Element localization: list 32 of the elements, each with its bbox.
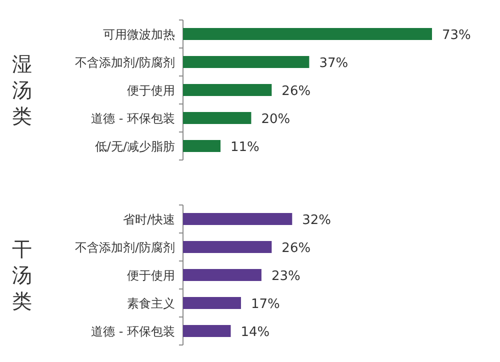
- y-tick-label: 不含添加剂/防腐剂: [74, 56, 175, 70]
- y-tick-label: 便于使用: [127, 268, 175, 282]
- data-label: 14%: [240, 325, 270, 340]
- y-tick-label: 道德 - 环保包装: [91, 112, 175, 126]
- bar: [183, 84, 272, 96]
- y-axis-title: 干汤类: [12, 237, 32, 313]
- bar: [183, 140, 221, 152]
- data-label: 20%: [261, 112, 290, 127]
- data-label: 17%: [250, 297, 280, 312]
- bar: [183, 213, 292, 225]
- bar: [183, 56, 310, 68]
- y-tick-label: 可用微波加热: [103, 28, 175, 42]
- bar: [183, 28, 432, 40]
- data-label: 37%: [319, 56, 348, 71]
- bar: [183, 112, 252, 124]
- bar: [183, 241, 272, 253]
- data-label: 32%: [302, 213, 332, 228]
- bar: [183, 297, 241, 309]
- y-tick-label: 低/无/减少脂肪: [94, 140, 175, 154]
- y-tick-label: 道德 - 环保包装: [91, 324, 175, 338]
- y-axis-title: 湿汤类: [12, 52, 32, 128]
- data-label: 11%: [230, 140, 260, 155]
- y-tick-label: 便于使用: [127, 84, 175, 98]
- y-tick-label: 省时/快速: [122, 212, 175, 226]
- data-label: 73%: [442, 28, 471, 43]
- y-tick-label: 素食主义: [127, 296, 175, 310]
- data-label: 23%: [271, 269, 300, 284]
- y-tick-label: 不含添加剂/防腐剂: [74, 240, 175, 254]
- data-label: 26%: [282, 84, 311, 99]
- bar: [183, 269, 262, 281]
- data-label: 26%: [282, 241, 311, 256]
- bar: [183, 325, 231, 337]
